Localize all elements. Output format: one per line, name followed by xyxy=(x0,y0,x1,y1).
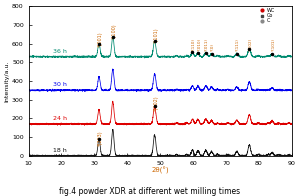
Text: WC: WC xyxy=(266,8,275,13)
Text: 24 h: 24 h xyxy=(53,116,67,121)
Text: *(101): *(101) xyxy=(154,27,159,43)
Text: 36 h: 36 h xyxy=(53,49,67,54)
Text: *(002): *(002) xyxy=(249,37,253,51)
Text: *(101): *(101) xyxy=(272,38,275,51)
Text: *(203): *(203) xyxy=(98,131,103,146)
Text: 30 h: 30 h xyxy=(53,82,67,87)
Text: *(001): *(001) xyxy=(98,31,103,47)
Y-axis label: Intensity/a.u.: Intensity/a.u. xyxy=(4,60,9,102)
Text: *(100): *(100) xyxy=(112,24,117,39)
Text: C: C xyxy=(266,18,270,23)
Text: *(010): *(010) xyxy=(197,38,201,51)
Text: *(0): *(0) xyxy=(211,43,215,51)
Text: *(110): *(110) xyxy=(192,38,196,51)
X-axis label: 2θ(°): 2θ(°) xyxy=(152,167,169,174)
Text: *(011): *(011) xyxy=(205,38,209,51)
Text: 18 h: 18 h xyxy=(53,148,67,153)
Text: fig.4 powder XDR at different wet milling times: fig.4 powder XDR at different wet millin… xyxy=(59,187,241,196)
Text: *(002): *(002) xyxy=(154,95,159,111)
Text: Co: Co xyxy=(266,13,273,18)
Text: *(111): *(111) xyxy=(236,38,240,51)
